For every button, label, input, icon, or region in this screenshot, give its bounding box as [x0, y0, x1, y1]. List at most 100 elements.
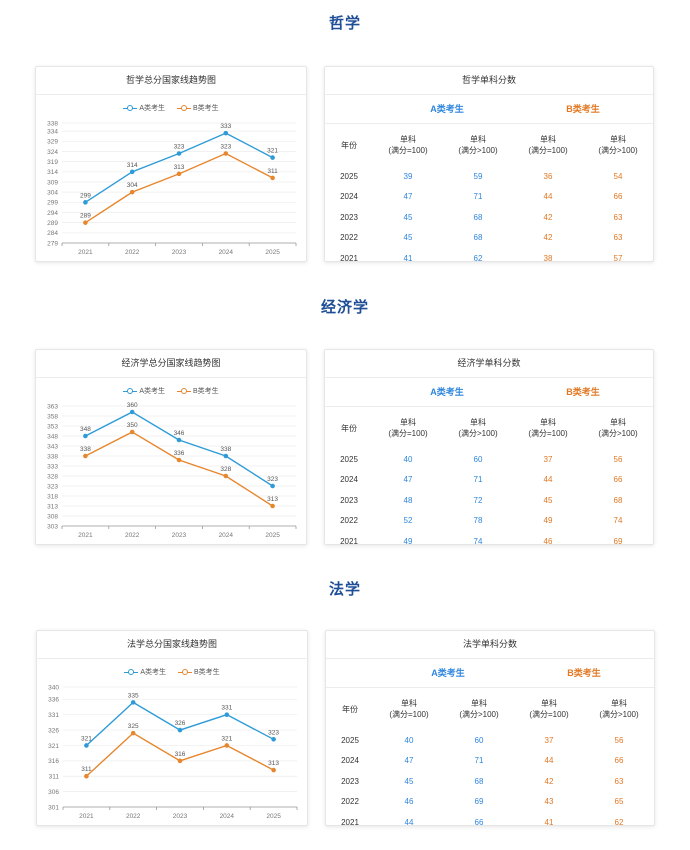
year-cell: 2021: [340, 253, 358, 263]
group-header-row: A类考生 B类考生: [326, 659, 654, 688]
chart-title: 哲学总分国家线趋势图: [36, 67, 306, 95]
legend-label-a: A类考生: [139, 105, 166, 112]
score-cell: 62: [614, 817, 624, 827]
legend-label-a: A类考生: [139, 388, 166, 395]
score-cell: 66: [613, 475, 623, 485]
series-b-data-label: 336: [174, 450, 185, 457]
score-cell: 44: [543, 475, 553, 485]
score-cell: 42: [543, 233, 553, 243]
x-tick-label: 2024: [219, 532, 234, 539]
score-cell: 49: [543, 516, 553, 526]
x-tick-label: 2024: [220, 813, 235, 820]
score-cell: 42: [543, 212, 553, 222]
score-cell: 37: [543, 454, 553, 464]
legend-item-b[interactable]: B类考生: [176, 386, 219, 396]
series-b-line: [85, 431, 273, 507]
legend-line-icon: [123, 387, 138, 394]
series-a-data-label: 321: [267, 148, 278, 155]
table-row: 2023 45 68 42 63: [326, 771, 654, 792]
score-cell: 41: [544, 817, 554, 827]
year-cell: 2024: [340, 192, 358, 202]
legend-item-b[interactable]: B类考生: [177, 667, 220, 677]
column-header: 单科 (满分=100): [388, 135, 428, 155]
table-title: 哲学单科分数: [325, 67, 653, 95]
legend-label-b: B类考生: [192, 388, 219, 395]
y-tick-label: 314: [47, 169, 58, 176]
legend-line-icon: [124, 668, 139, 675]
score-cell: 41: [403, 253, 413, 263]
y-tick-label: 299: [47, 200, 58, 207]
y-tick-label: 336: [48, 697, 59, 704]
year-cell: 2022: [340, 233, 358, 243]
series-b-point: [83, 220, 88, 225]
y-tick-label: 328: [47, 473, 58, 480]
column-header: 单科 (满分>100): [598, 135, 638, 155]
score-cell: 40: [403, 454, 413, 464]
column-header: 单科 (满分>100): [598, 418, 638, 438]
series-b-data-label: 313: [174, 164, 185, 171]
legend-item-a[interactable]: A类考生: [124, 667, 166, 677]
series-a-point: [223, 130, 229, 136]
chart-card: 哲学总分国家线趋势图 A类考生 B类考生 279 284 289 294 299 304 3…: [35, 66, 307, 262]
y-tick-label: 353: [47, 423, 58, 430]
series-a-data-label: 338: [220, 446, 231, 453]
year-cell: 2025: [341, 735, 359, 745]
score-cell: 68: [473, 233, 483, 243]
score-cell: 45: [543, 495, 553, 505]
series-b-point: [223, 473, 229, 479]
series-a-data-label: 331: [221, 705, 232, 712]
series-b-point: [129, 429, 135, 435]
legend-line-icon: [176, 387, 191, 394]
series-b-data-label: 338: [80, 446, 91, 453]
series-a-data-label: 346: [174, 430, 185, 437]
table-header-row: 年份 单科 (满分=100) 单科 (满分>100) 单科 (满分=100) 单科 (满分>10…: [326, 688, 654, 730]
score-cell: 72: [473, 495, 483, 505]
y-tick-label: 318: [47, 493, 58, 500]
table-row: 2022 52 78 49 74: [325, 511, 653, 532]
score-cell: 44: [544, 756, 554, 766]
year-cell: 2021: [341, 817, 359, 827]
table-row: 2025 40 60 37 56: [325, 449, 653, 470]
y-tick-label: 279: [47, 240, 58, 247]
legend-line-icon: [177, 668, 192, 675]
score-cell: 65: [614, 797, 624, 807]
y-tick-label: 303: [47, 523, 58, 530]
series-b-data-label: 316: [175, 751, 186, 758]
x-tick-label: 2025: [265, 249, 280, 256]
chart-card: 经济学总分国家线趋势图 A类考生 B类考生 303 308 313 318 323 328…: [35, 349, 307, 545]
year-cell: 2021: [340, 536, 358, 546]
score-cell: 63: [614, 776, 624, 786]
column-header-year: 年份: [341, 423, 357, 433]
x-tick-label: 2023: [172, 532, 187, 539]
legend-item-a[interactable]: A类考生: [123, 386, 165, 396]
score-cell: 42: [544, 776, 554, 786]
score-cell: 68: [473, 212, 483, 222]
series-a-point: [129, 409, 135, 415]
column-header: 单科 (满分>100): [459, 699, 499, 719]
series-a-point: [176, 151, 182, 156]
x-tick-label: 2022: [125, 532, 140, 539]
y-tick-label: 311: [49, 774, 60, 781]
score-cell: 63: [613, 212, 623, 222]
x-tick-label: 2025: [265, 532, 280, 539]
score-cell: 78: [473, 516, 483, 526]
y-tick-label: 334: [47, 128, 58, 135]
column-header-year: 年份: [341, 140, 357, 150]
x-tick-label: 2022: [126, 813, 141, 820]
series-a-point: [83, 200, 88, 205]
series-a-point: [224, 712, 230, 717]
series-b-point: [83, 453, 88, 459]
legend-item-b[interactable]: B类考生: [176, 103, 219, 113]
table-row: 2021 44 66 41 62: [326, 812, 654, 833]
table-row: 2025 40 60 37 56: [326, 730, 654, 751]
y-tick-label: 358: [47, 413, 58, 420]
column-header: 单科 (满分=100): [528, 135, 568, 155]
series-b-data-label: 321: [221, 735, 232, 742]
legend-item-a[interactable]: A类考生: [123, 103, 165, 113]
legend-line-icon: [123, 104, 138, 111]
column-header: 单科 (满分=100): [528, 418, 568, 438]
y-tick-label: 326: [48, 727, 59, 734]
table-row: 2022 46 69 43 65: [326, 792, 654, 813]
series-b-point: [270, 175, 275, 181]
series-b-point: [129, 189, 135, 195]
